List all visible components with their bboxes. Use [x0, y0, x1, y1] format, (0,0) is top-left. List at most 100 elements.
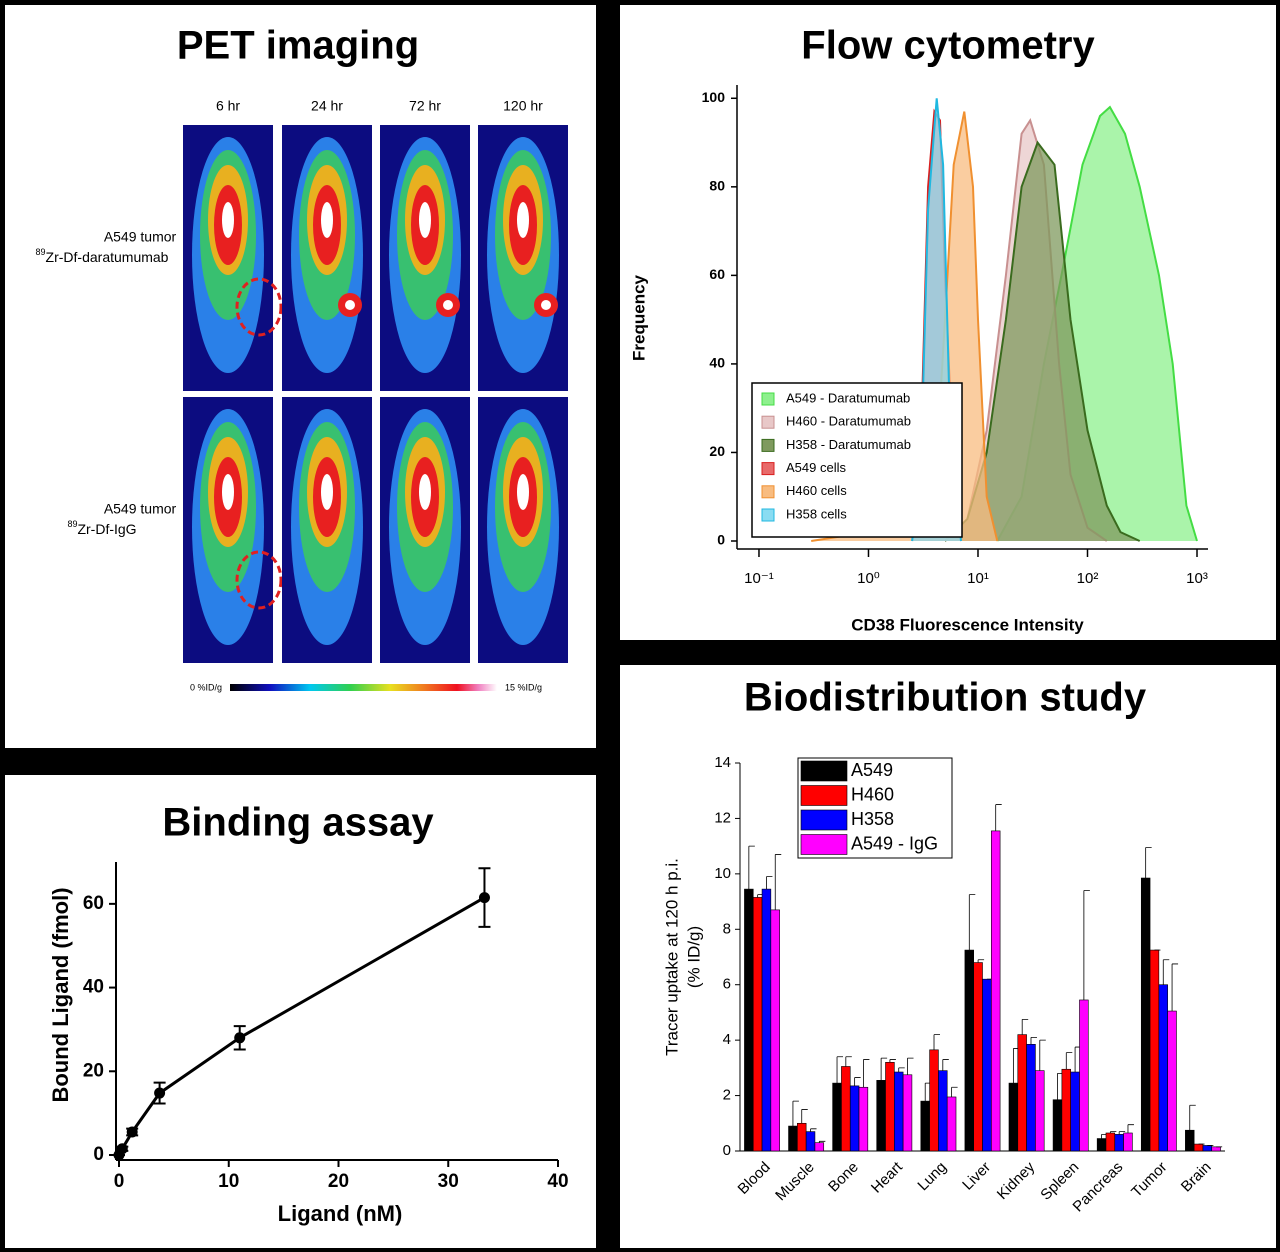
binding-panel: [5, 775, 596, 1248]
bar: [1140, 877, 1151, 1152]
bar: [1193, 1143, 1204, 1152]
point: [116, 1143, 128, 1155]
bar: [1096, 1138, 1107, 1152]
error-bar: [854, 1077, 861, 1086]
bar: [805, 1131, 816, 1152]
bar: [973, 962, 983, 1152]
point: [154, 1087, 166, 1099]
bar: [761, 888, 772, 1152]
bar: [770, 909, 780, 1152]
y-tick-label: 40: [709, 355, 725, 371]
legend-label: H358: [851, 809, 894, 829]
bar: [964, 949, 975, 1152]
legend-swatch: [761, 508, 775, 522]
y-tick-label: 6: [723, 976, 731, 993]
pet-body: [419, 202, 431, 238]
row-label: A549 tumor: [104, 229, 177, 245]
error-bar: [1162, 959, 1170, 985]
bar: [1070, 1071, 1080, 1152]
error-bar: [774, 854, 782, 910]
bar: [1158, 984, 1168, 1152]
isotope: 89: [67, 519, 77, 529]
error-bar: [1189, 1104, 1196, 1131]
y-axis-label: Tracer uptake at 120 h p.i.: [662, 858, 681, 1056]
legend-swatch: [761, 392, 775, 406]
error-bar: [1065, 1052, 1073, 1070]
legend-label: H358 - Daratumumab: [786, 437, 911, 452]
pet-body: [321, 202, 333, 238]
biodist-panel: [620, 665, 1276, 1248]
bar: [894, 1071, 904, 1152]
x-axis-label: Ligand (nM): [278, 1201, 403, 1226]
bar: [1211, 1146, 1221, 1152]
legend-label: H460: [851, 784, 894, 804]
bar: [1114, 1134, 1124, 1152]
error-bar: [995, 804, 1002, 831]
x-tick-label: 0: [114, 1171, 125, 1192]
colorbar: [230, 684, 497, 691]
legend-swatch: [761, 438, 775, 452]
legend-swatch: [800, 834, 848, 855]
legend-box: [751, 382, 963, 538]
colorbar-min: 0 %ID/g: [190, 682, 222, 692]
y-tick-label: 20: [709, 443, 725, 459]
x-tick-label: 20: [328, 1171, 349, 1192]
y-tick-label: 4: [723, 1031, 731, 1048]
y-tick-label: 0: [717, 532, 725, 548]
y-tick-label: 10: [714, 865, 731, 882]
y-tick-label: 0: [723, 1142, 731, 1159]
bar: [1185, 1129, 1195, 1152]
legend-label: A549 - Daratumumab: [786, 390, 910, 405]
tumor-circle: [235, 550, 283, 610]
pet-body: [419, 474, 431, 510]
error-bar: [1171, 963, 1179, 1012]
x-tick-label: 10⁻¹: [744, 570, 774, 587]
bar: [938, 1070, 948, 1152]
timepoint-label: 6 hr: [216, 98, 240, 114]
y-tick-label: 12: [714, 809, 731, 826]
pet-tumor: [443, 300, 453, 310]
error-bar: [942, 1059, 949, 1071]
chart-title: Biodistribution study: [744, 676, 1147, 720]
error-bar: [766, 876, 773, 890]
y-axis-label: Frequency: [629, 274, 648, 361]
x-tick-label: 10³: [1186, 570, 1208, 587]
y-tick-label: 0: [93, 1144, 104, 1165]
legend-swatch: [800, 760, 848, 782]
bar: [788, 1125, 798, 1152]
legend-swatch: [761, 485, 775, 499]
x-tick-label: 10⁰: [857, 570, 880, 587]
timepoint-label: 72 hr: [409, 98, 441, 114]
error-bar: [818, 1140, 826, 1143]
y-tick-label: 14: [714, 754, 731, 771]
bar: [990, 830, 1001, 1152]
error-bar: [889, 1059, 896, 1063]
y-tick-label: 40: [83, 977, 104, 998]
error-bar: [951, 1086, 958, 1097]
bar: [1017, 1034, 1027, 1152]
bar: [858, 1086, 869, 1152]
bar: [832, 1082, 842, 1152]
legend-swatch: [800, 809, 848, 831]
x-axis-label: CD38 Fluorescence Intensity: [851, 615, 1084, 634]
error-bar: [748, 845, 755, 890]
bar: [1052, 1099, 1063, 1152]
error-bar: [977, 959, 985, 963]
error-bar: [1109, 1131, 1117, 1133]
legend-swatch: [800, 785, 848, 806]
timepoint-label: 24 hr: [311, 98, 343, 114]
chart-title: Flow cytometry: [801, 24, 1095, 68]
point: [478, 892, 490, 904]
x-tick-label: 40: [547, 1171, 568, 1192]
pet-body: [517, 202, 529, 238]
legend-label: H460 - Daratumumab: [786, 414, 911, 429]
pet-tumor: [345, 300, 355, 310]
legend-swatch: [761, 462, 775, 476]
error-bar: [1039, 1039, 1046, 1071]
x-tick-label: 10¹: [967, 570, 989, 587]
bar: [1123, 1132, 1133, 1152]
y-tick-label: 20: [83, 1060, 104, 1081]
x-tick-label: 10²: [1077, 570, 1099, 587]
pet-title: PET imaging: [177, 24, 419, 68]
